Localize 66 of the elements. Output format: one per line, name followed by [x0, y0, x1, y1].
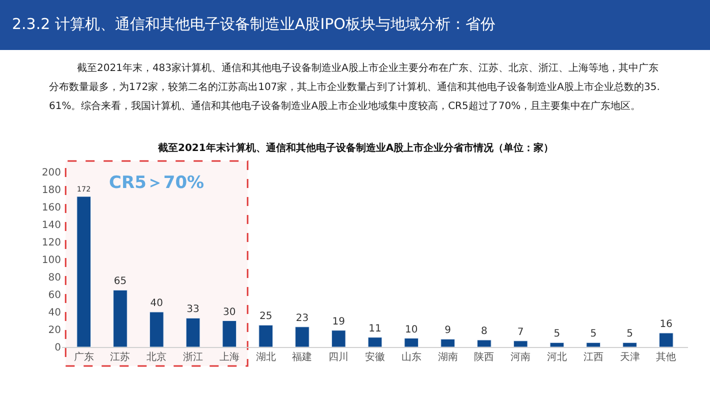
data-label: 10 [405, 324, 418, 336]
data-label: 65 [114, 276, 127, 288]
x-tick-label: 江苏 [110, 351, 130, 363]
bar [368, 337, 382, 347]
x-tick-label: 山东 [401, 351, 422, 363]
x-tick-label: 陕西 [474, 351, 494, 363]
bar [550, 342, 564, 347]
y-tick-label: 160 [42, 202, 61, 214]
data-label: 5 [554, 328, 560, 340]
y-tick-label: 20 [48, 325, 61, 336]
bar [149, 312, 164, 347]
x-tick-label: 四川 [328, 351, 349, 363]
y-tick-label: 120 [42, 238, 61, 248]
data-label: 9 [444, 325, 451, 336]
x-tick-label: 其他 [656, 351, 676, 363]
band-label: CR5＞70% [109, 173, 204, 193]
data-label: 172 [76, 184, 91, 194]
bar [331, 330, 346, 347]
data-label: 30 [223, 306, 236, 318]
bar [513, 340, 528, 347]
chart-title: 2.3.2 计算机、通信和其他电子设备制造业A股IPO板块与地域分析：省份 [12, 15, 496, 33]
y-tick-label: 200 [42, 168, 61, 178]
bar [258, 324, 273, 347]
data-label: 33 [186, 304, 200, 316]
x-tick-label: 湖北 [256, 351, 276, 363]
bar [622, 342, 637, 347]
y-tick-label: 40 [48, 308, 61, 318]
x-tick-label: 江西 [583, 351, 604, 363]
bar [222, 320, 237, 347]
bar [586, 342, 601, 347]
y-tick-label: 140 [42, 220, 61, 231]
y-tick-label: 60 [48, 290, 61, 301]
y-tick-label: 100 [42, 255, 61, 266]
bar [113, 290, 128, 347]
x-tick-label: 上海 [219, 351, 240, 363]
bar [404, 338, 419, 347]
x-tick-label: 福建 [292, 351, 312, 363]
x-tick-label: 天津 [620, 351, 640, 363]
data-label: 11 [368, 323, 382, 334]
bar [659, 332, 674, 347]
x-tick-label: 广东 [74, 351, 94, 363]
data-label: 5 [626, 328, 633, 340]
bar [477, 340, 492, 347]
bar [440, 338, 455, 347]
data-label: 40 [150, 298, 163, 309]
text: 截至2021年末，483家计算机、通信和其他电子设备制造业A股上市企业主要分布在广东、江苏、北京、浙江、上海等地，其中广东分布数量最多，为172家，较第二名的江苏高出107家，其上市企业数量占到了计算机、通信和其他电子设备制造业A股上市企业总数的35.61%。综合来看，我国计算机、通信和其他电子设备制造业A股上市企业地域集中度较高，CR5超过了70%，且主要集中在广东地区。 [49, 62, 660, 112]
x-tick-label: 浙江 [183, 351, 204, 363]
x-tick-label: 安徽 [365, 351, 385, 363]
data-label: 5 [590, 328, 597, 340]
data-label: 25 [259, 311, 272, 322]
data-label: 19 [332, 316, 345, 328]
x-tick-label: 湖南 [438, 351, 458, 363]
chart-subtitle: 截至2021年末计算机、通信和其他电子设备制造业A股上市企业分省市情况（单位：家） [157, 142, 554, 154]
data-label: 23 [296, 312, 309, 324]
data-label: 7 [517, 326, 524, 338]
data-label: 8 [480, 326, 488, 337]
x-tick-label: 河南 [510, 351, 531, 363]
y-tick-label: 0 [54, 342, 61, 354]
x-tick-label: 河北 [546, 351, 567, 363]
bar [295, 326, 310, 347]
bar [186, 318, 200, 347]
y-tick-label: 180 [42, 185, 61, 196]
bar [76, 196, 91, 347]
y-tick-label: 80 [48, 272, 61, 284]
x-tick-label: 北京 [146, 351, 167, 363]
data-label: 16 [660, 319, 673, 330]
